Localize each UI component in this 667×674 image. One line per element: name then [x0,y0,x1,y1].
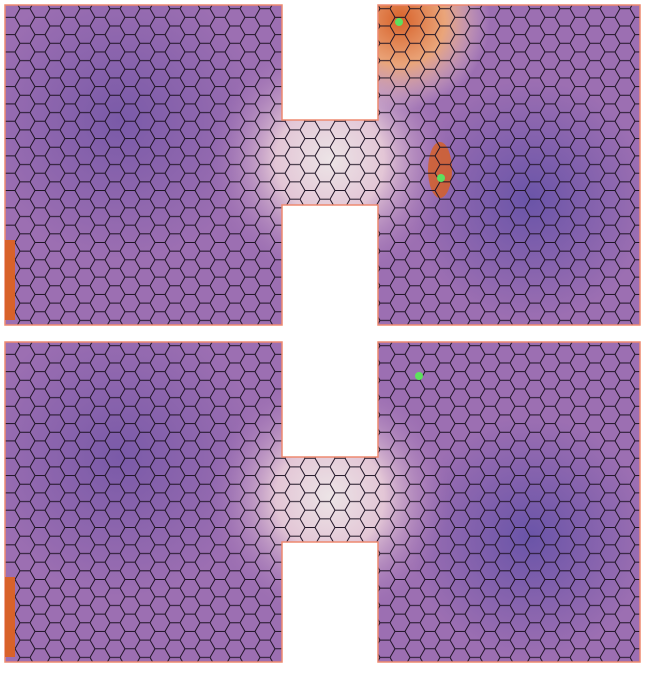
panel-top [0,0,667,330]
marker [437,174,445,182]
boundary-bar [5,240,15,320]
marker [415,372,423,380]
cell-mesh [5,342,640,662]
cell-mesh [5,5,640,325]
boundary-bar [5,577,15,657]
marker [395,18,403,26]
